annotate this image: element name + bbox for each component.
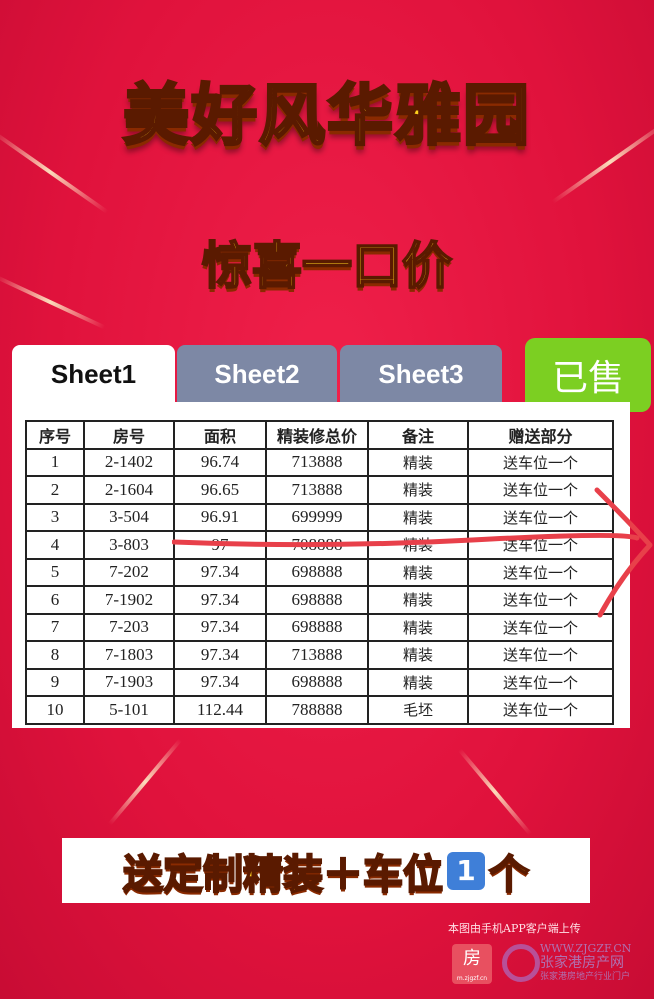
promo-banner: 送定制精装＋车位 1 个 [62, 838, 590, 903]
column-header: 房号 [83, 420, 175, 450]
table-row: 6 7-1902 97.34 698888 精装 送车位一个 [25, 585, 614, 615]
table-cell: 698888 [265, 612, 369, 642]
table-row: 7 7-203 97.34 698888 精装 送车位一个 [25, 612, 614, 642]
price-table: 序号 房号 面积 精装修总价 备注 赠送部分 1 2-1402 96.74 713888 精装 送车… [25, 420, 614, 725]
table-cell: 7-1902 [83, 585, 175, 615]
tab-sheet2[interactable]: Sheet2 [177, 345, 337, 403]
table-cell: 精装 [367, 667, 469, 697]
column-header: 面积 [173, 420, 267, 450]
strikethrough-mark [172, 532, 640, 548]
table-cell: 5 [25, 557, 85, 587]
table-cell: 2-1402 [83, 447, 175, 477]
table-cell: 2-1604 [83, 475, 175, 505]
table-cell: 送车位一个 [467, 475, 614, 505]
price-sheet: 序号 房号 面积 精装修总价 备注 赠送部分 1 2-1402 96.74 713888 精装 送车… [12, 402, 630, 728]
table-cell: 送车位一个 [467, 695, 614, 725]
light-ray [108, 738, 182, 826]
app-logo: 房 m.zjgzf.cn [452, 944, 492, 984]
subtitle: 惊喜一口价 [201, 236, 453, 296]
table-cell: 97.34 [173, 585, 267, 615]
site-logo-icon [502, 944, 540, 982]
table-cell: 3 [25, 502, 85, 532]
table-cell: 1 [25, 447, 85, 477]
column-header: 备注 [367, 420, 469, 450]
watermark: WWW.ZJGZF.CN 张家港房产网 张家港房地产行业门户 [540, 942, 631, 984]
table-cell: 97.34 [173, 612, 267, 642]
app-url: m.zjgzf.cn [456, 975, 488, 982]
tab-sheet1[interactable]: Sheet1 [12, 345, 175, 403]
table-cell: 送车位一个 [467, 447, 614, 477]
watermark-site: WWW.ZJGZF.CN [540, 942, 632, 955]
table-row: 1 2-1402 96.74 713888 精装 送车位一个 [25, 447, 614, 477]
upload-note: 本图由手机APP客户端上传 [448, 922, 581, 935]
table-cell: 788888 [265, 695, 369, 725]
table-cell: 精装 [367, 475, 469, 505]
table-cell: 698888 [265, 585, 369, 615]
table-cell: 7-202 [83, 557, 175, 587]
table-cell: 精装 [367, 557, 469, 587]
number-one-badge: 1 [447, 851, 485, 890]
table-cell: 3-803 [83, 530, 175, 560]
banner-suffix: 个 [488, 851, 530, 899]
table-cell: 7-203 [83, 612, 175, 642]
table-cell: 精装 [367, 502, 469, 532]
sold-badge: 已售 [525, 338, 651, 412]
banner-text: 送定制精装＋车位 [122, 851, 444, 899]
table-cell: 7 [25, 612, 85, 642]
table-cell: 毛坯 [367, 695, 469, 725]
table-cell: 96.65 [173, 475, 267, 505]
table-cell: 7-1803 [83, 640, 175, 670]
table-row: 9 7-1903 97.34 698888 精装 送车位一个 [25, 667, 614, 697]
table-cell: 精装 [367, 585, 469, 615]
table-cell: 96.74 [173, 447, 267, 477]
table-cell: 698888 [265, 667, 369, 697]
app-logo-text: 房 [463, 948, 481, 969]
table-cell: 713888 [265, 640, 369, 670]
table-cell: 9 [25, 667, 85, 697]
light-ray [458, 748, 532, 836]
table-cell: 送车位一个 [467, 667, 614, 697]
table-cell: 97.34 [173, 640, 267, 670]
column-header: 精装修总价 [265, 420, 369, 450]
table-cell: 713888 [265, 447, 369, 477]
table-row: 2 2-1604 96.65 713888 精装 送车位一个 [25, 475, 614, 505]
table-cell: 3-504 [83, 502, 175, 532]
table-cell: 送车位一个 [467, 640, 614, 670]
table-cell: 精装 [367, 640, 469, 670]
table-row: 5 7-202 97.34 698888 精装 送车位一个 [25, 557, 614, 587]
table-cell: 699999 [265, 502, 369, 532]
column-header: 序号 [25, 420, 85, 450]
arrow-mark [594, 487, 653, 618]
table-cell: 4 [25, 530, 85, 560]
table-cell: 精装 [367, 612, 469, 642]
column-header: 赠送部分 [467, 420, 614, 450]
table-cell: 6 [25, 585, 85, 615]
page-title: 美好风华雅园 [122, 76, 531, 156]
table-cell: 96.91 [173, 502, 267, 532]
tab-sheet3[interactable]: Sheet3 [340, 345, 502, 403]
table-cell: 713888 [265, 475, 369, 505]
table-cell: 2 [25, 475, 85, 505]
table-row: 3 3-504 96.91 699999 精装 送车位一个 [25, 502, 614, 532]
table-row: 10 5-101 112.44 788888 毛坯 送车位一个 [25, 695, 614, 725]
table-cell: 97.34 [173, 667, 267, 697]
watermark-name: 张家港房产网 [540, 955, 624, 971]
table-cell: 5-101 [83, 695, 175, 725]
table-cell: 送车位一个 [467, 502, 614, 532]
table-row: 8 7-1803 97.34 713888 精装 送车位一个 [25, 640, 614, 670]
table-cell: 10 [25, 695, 85, 725]
table-cell: 8 [25, 640, 85, 670]
table-cell: 精装 [367, 447, 469, 477]
table-cell: 698888 [265, 557, 369, 587]
table-cell: 112.44 [173, 695, 267, 725]
table-cell: 97.34 [173, 557, 267, 587]
table-cell: 7-1903 [83, 667, 175, 697]
watermark-slogan: 张家港房地产行业门户 [540, 972, 631, 982]
